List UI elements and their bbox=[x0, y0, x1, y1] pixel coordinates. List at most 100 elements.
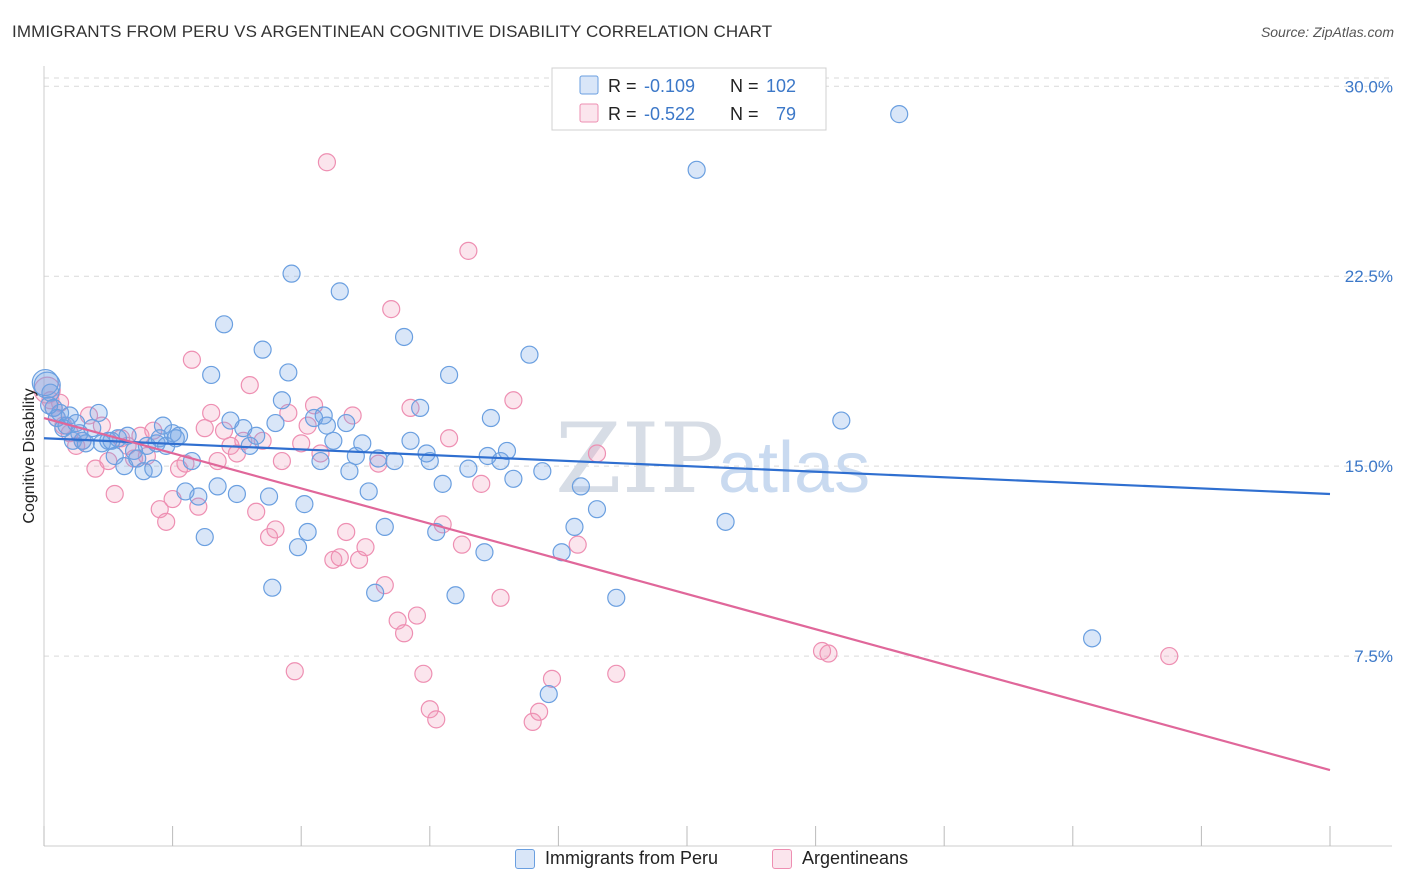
point-argentineans-50 bbox=[343, 406, 362, 425]
point-peru-100 bbox=[314, 406, 333, 425]
point-peru-13 bbox=[89, 403, 108, 423]
point-argentineans-71 bbox=[530, 702, 549, 721]
point-peru-85 bbox=[565, 517, 584, 537]
series-immigrants-from-peru bbox=[31, 105, 1102, 704]
bottom-legend: Immigrants from Peru Argentineans bbox=[0, 848, 1406, 880]
source-credit: Source: ZipAtlas.com bbox=[1260, 24, 1394, 40]
point-argentineans-78 bbox=[1160, 646, 1179, 666]
point-argentineans-64 bbox=[439, 429, 459, 448]
point-argentineans-52 bbox=[356, 538, 375, 557]
point-argentineans-38 bbox=[266, 520, 285, 539]
point-peru-56 bbox=[330, 282, 349, 301]
legend-n-value-2: 79 bbox=[776, 104, 796, 124]
watermark-zip: ZIP bbox=[555, 403, 724, 515]
point-peru-89 bbox=[687, 160, 706, 179]
bottom-legend-label-peru: Immigrants from Peru bbox=[545, 848, 719, 868]
legend-r-label-2: R = bbox=[608, 104, 637, 124]
point-peru-101 bbox=[478, 446, 497, 466]
point-argentineans-35 bbox=[247, 502, 266, 521]
legend-r-value-1: -0.109 bbox=[644, 76, 695, 96]
point-argentineans-59 bbox=[407, 606, 427, 625]
point-peru-80 bbox=[504, 469, 523, 488]
point-argentineans-30 bbox=[214, 421, 234, 440]
legend-n-value-1: 102 bbox=[766, 76, 796, 96]
point-peru-93 bbox=[1082, 629, 1102, 648]
point-peru-35 bbox=[208, 477, 227, 496]
point-peru-98 bbox=[153, 416, 173, 435]
point-argentineans-54 bbox=[375, 576, 394, 595]
point-argentineans-37 bbox=[259, 527, 279, 547]
point-peru-53 bbox=[311, 451, 330, 471]
y-tick-label-0: 7.5% bbox=[1354, 647, 1393, 666]
bottom-legend-swatch-pink bbox=[772, 848, 792, 869]
point-argentineans-39 bbox=[272, 451, 292, 471]
point-argentineans-49 bbox=[337, 522, 356, 542]
point-peru-77 bbox=[481, 408, 500, 428]
legend: R = -0.109 N = 102 R = -0.522 N = 79 bbox=[551, 67, 827, 131]
point-argentineans-61 bbox=[420, 700, 439, 719]
point-peru-79 bbox=[497, 441, 517, 461]
point-peru-68 bbox=[411, 398, 430, 417]
point-argentineans-74 bbox=[587, 444, 607, 463]
trend-line-peru bbox=[43, 437, 1331, 496]
scatter-chart: ZIP atlas 7.5%15.0%22.5%30.0%0.0%20.0% C… bbox=[21, 66, 1393, 847]
point-peru-67 bbox=[401, 431, 420, 450]
point-argentineans-60 bbox=[414, 664, 433, 683]
point-argentineans-21 bbox=[157, 512, 176, 531]
point-argentineans-67 bbox=[472, 474, 491, 493]
point-argentineans-46 bbox=[317, 153, 337, 172]
point-argentineans-13 bbox=[105, 484, 124, 504]
trend-line-argentineans bbox=[43, 416, 1331, 772]
point-argentineans-65 bbox=[452, 535, 472, 554]
point-peru-90 bbox=[716, 512, 735, 531]
point-argentineans-41 bbox=[285, 662, 304, 681]
legend-r-value-2: -0.522 bbox=[644, 104, 695, 124]
bottom-legend-peru: Immigrants from Peru bbox=[515, 848, 718, 869]
y-tick-label-3: 30.0% bbox=[1345, 77, 1393, 96]
point-peru-72 bbox=[433, 474, 452, 493]
point-peru-43 bbox=[259, 487, 279, 506]
point-peru-87 bbox=[587, 500, 607, 519]
point-peru-82 bbox=[533, 462, 552, 481]
point-peru-58 bbox=[340, 462, 359, 481]
bottom-legend-swatch-blue bbox=[515, 848, 535, 869]
point-peru-94 bbox=[31, 368, 59, 397]
point-peru-76 bbox=[475, 543, 494, 562]
point-argentineans-27 bbox=[195, 419, 214, 438]
point-peru-36 bbox=[214, 315, 234, 334]
point-argentineans-66 bbox=[459, 241, 478, 260]
point-argentineans-57 bbox=[394, 624, 414, 643]
point-peru-81 bbox=[520, 345, 539, 364]
point-peru-48 bbox=[282, 264, 301, 283]
bottom-legend-argentineans: Argentineans bbox=[772, 848, 908, 869]
point-peru-74 bbox=[446, 586, 465, 605]
legend-n-label-1: N = bbox=[730, 76, 759, 96]
legend-n-label-2: N = bbox=[730, 104, 759, 124]
point-peru-99 bbox=[166, 429, 185, 448]
point-argentineans-73 bbox=[568, 535, 587, 554]
chart-title: IMMIGRANTS FROM PERU VS ARGENTINEAN COGN… bbox=[12, 22, 773, 41]
point-peru-46 bbox=[272, 391, 292, 410]
point-argentineans-58 bbox=[401, 398, 420, 417]
point-argentineans-26 bbox=[189, 497, 208, 516]
axes bbox=[43, 66, 1392, 847]
point-peru-24 bbox=[144, 459, 163, 478]
point-peru-60 bbox=[353, 434, 372, 453]
point-peru-91 bbox=[832, 411, 851, 430]
point-peru-44 bbox=[263, 578, 282, 597]
point-argentineans-70 bbox=[523, 712, 542, 732]
point-peru-47 bbox=[279, 363, 298, 382]
y-tick-label-1: 15.0% bbox=[1345, 457, 1393, 476]
point-peru-73 bbox=[439, 365, 459, 385]
point-peru-62 bbox=[366, 583, 385, 602]
point-peru-70 bbox=[420, 451, 439, 471]
point-peru-33 bbox=[195, 527, 214, 547]
point-peru-61 bbox=[359, 482, 378, 501]
point-peru-45 bbox=[266, 413, 285, 433]
point-argentineans-62 bbox=[427, 710, 446, 729]
legend-swatch-pink bbox=[579, 103, 599, 123]
point-argentineans-75 bbox=[607, 664, 626, 683]
point-peru-41 bbox=[247, 426, 266, 445]
point-argentineans-34 bbox=[240, 375, 259, 395]
point-peru-71 bbox=[427, 522, 446, 542]
